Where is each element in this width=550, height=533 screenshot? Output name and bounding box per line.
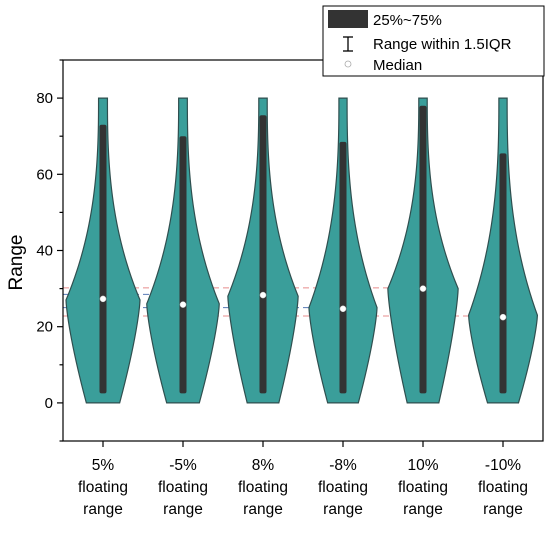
x-category-label: floating [398,479,448,496]
x-category-labels: 5% floating range -5% floating range 8% floatin… [78,457,528,518]
y-tick-label: 40 [36,243,53,260]
x-category-label: range [323,501,363,518]
x-category-label: range [403,501,443,518]
violin-2 [227,97,299,404]
violin-box [259,115,267,394]
legend: 25%~75% Range within 1.5IQR Median [322,5,545,77]
violin-3 [308,97,378,404]
x-category-label: range [483,501,523,518]
legend-box-swatch [328,10,368,28]
y-tick-label: 60 [36,166,53,183]
x-category-label: 8% [252,457,275,474]
median-point [419,285,427,292]
median-point [179,301,187,308]
y-tick-label: 80 [36,90,53,107]
x-category-label: floating [78,479,128,496]
x-category-label: -5% [169,457,197,474]
violin-box [419,105,427,394]
median-point [259,291,267,299]
x-category-label: range [83,501,123,518]
violin-box [99,124,107,394]
x-category-label: -10% [485,457,521,474]
y-axis-label: Range [6,235,27,291]
violin-4 [387,97,459,404]
legend-label-median: Median [373,57,422,74]
x-category-label: floating [478,479,528,496]
legend-median-icon [344,60,352,68]
x-category-label: range [243,501,283,518]
y-tick-label: 20 [36,319,53,336]
violin-box [339,141,347,394]
plot-frame [62,59,544,442]
x-category-label: floating [158,479,208,496]
legend-label-whisker: Range within 1.5IQR [373,36,512,53]
median-point [99,295,107,303]
x-category-label: -8% [329,457,357,474]
violin-box [179,136,187,394]
violin-1 [146,97,220,404]
violin-box [499,153,507,394]
x-category-label: 10% [407,457,438,474]
x-category-label: floating [238,479,288,496]
violins-group [65,97,539,404]
axes: 0 20 40 60 80 [36,59,544,447]
median-point [339,305,347,313]
legend-label-box: 25%~75% [373,12,442,29]
violin-0 [65,97,141,404]
x-category-label: range [163,501,203,518]
median-point [499,313,507,321]
x-category-label: 5% [92,457,115,474]
y-tick-label: 0 [45,395,53,412]
x-category-label: floating [318,479,368,496]
violin-5 [467,97,539,404]
